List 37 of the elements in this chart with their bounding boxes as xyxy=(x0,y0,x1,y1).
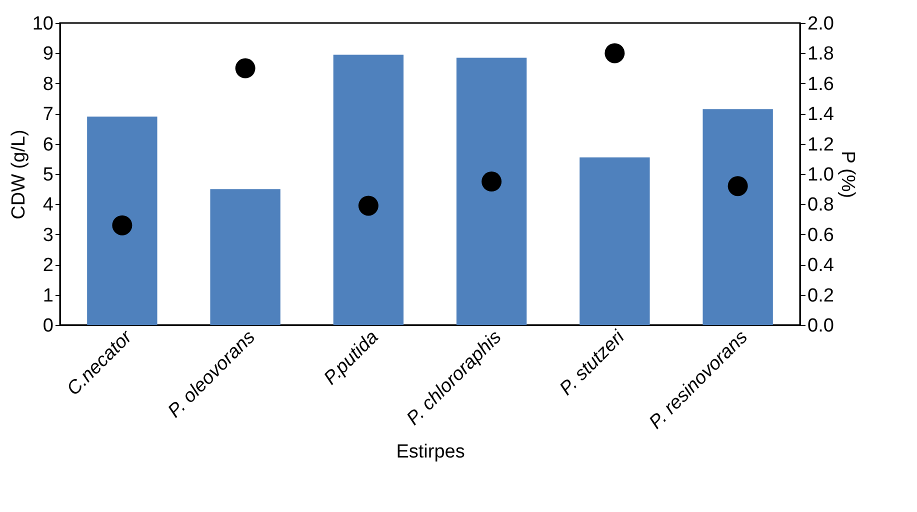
y2-tick-label: 1.2 xyxy=(808,134,834,156)
y-axis-title: CDW (g/L) xyxy=(8,130,30,220)
y-tick-label: 10 xyxy=(32,14,54,34)
y2-tick-label: 1.0 xyxy=(808,164,834,186)
y-tick-label: 4 xyxy=(42,194,54,216)
y2-tick-label: 0.2 xyxy=(808,285,834,306)
bar xyxy=(702,109,773,325)
y-tick-label: 2 xyxy=(42,255,54,276)
y2-tick-label: 2.0 xyxy=(808,14,834,34)
y-tick-label: 7 xyxy=(42,104,54,126)
y2-tick-label: 0.6 xyxy=(808,224,834,246)
point xyxy=(235,58,256,78)
y-tick-label: 3 xyxy=(42,224,54,246)
bar xyxy=(580,157,650,325)
y2-tick-label: 0.0 xyxy=(808,316,834,336)
y-tick-label: 1 xyxy=(42,285,54,306)
point xyxy=(728,176,748,196)
y-tick-label: 5 xyxy=(42,164,54,186)
point xyxy=(604,43,625,64)
y2-axis-title: P (%) xyxy=(836,150,858,198)
y2-tick-label: 1.4 xyxy=(808,104,834,126)
bar xyxy=(456,58,527,325)
y-tick-label: 6 xyxy=(42,134,54,156)
point xyxy=(112,215,132,236)
point xyxy=(358,196,378,216)
y2-tick-label: 1.8 xyxy=(808,44,834,65)
y-tick-label: 8 xyxy=(42,74,54,95)
bar xyxy=(333,54,404,325)
y2-tick-label: 0.8 xyxy=(808,194,834,216)
bar xyxy=(210,189,280,325)
x-axis-title: Estirpes xyxy=(396,442,465,463)
y-tick-label: 9 xyxy=(42,44,54,65)
bar xyxy=(87,116,158,325)
y2-tick-label: 1.6 xyxy=(808,74,834,95)
y-tick-label: 0 xyxy=(42,316,54,336)
point xyxy=(482,172,502,192)
y2-tick-label: 0.4 xyxy=(808,255,834,276)
